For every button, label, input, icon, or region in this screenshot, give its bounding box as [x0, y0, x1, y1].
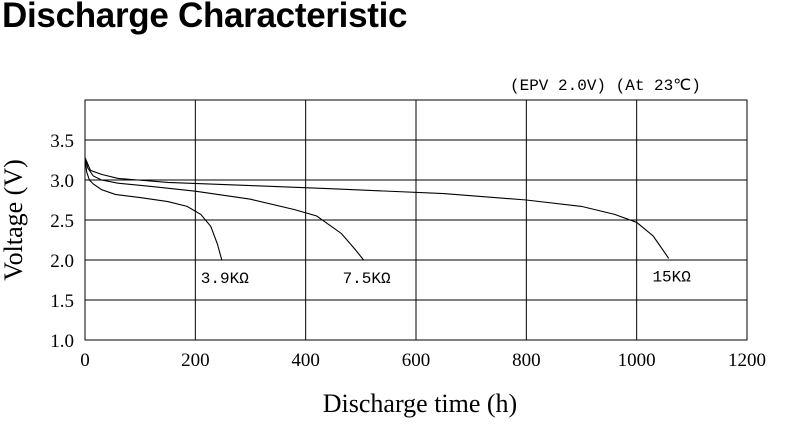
- series-label: 3.9KΩ: [201, 270, 249, 288]
- y-tick-label: 3.5: [50, 131, 74, 152]
- x-tick-label: 200: [181, 350, 210, 371]
- series-line: [84, 157, 670, 259]
- series-layer: 3.9KΩ 7.5KΩ 15KΩ: [84, 157, 691, 288]
- x-tick-label: 1000: [618, 350, 656, 371]
- y-tick-label: 1.0: [50, 331, 74, 352]
- series-line: [84, 157, 365, 261]
- y-tick-label: 2.0: [50, 251, 74, 272]
- y-tick-label: 2.5: [50, 211, 74, 232]
- y-axis-label: Voltage (V): [0, 159, 28, 281]
- y-tick-label: 1.5: [50, 291, 74, 312]
- series-label: 15KΩ: [652, 268, 691, 286]
- conditions-annotation: (EPV 2.0V) (At 23℃): [510, 77, 701, 95]
- series-line: [84, 158, 223, 261]
- tick-labels: 0 200 400 600 800 1000 1200 1.0 1.5 2.0 2.5 3.0 3.5: [50, 131, 766, 371]
- y-tick-label: 3.0: [50, 171, 74, 192]
- x-axis-label: Discharge time (h): [323, 389, 517, 418]
- x-tick-label: 1200: [728, 350, 766, 371]
- plot-frame: [84, 99, 748, 341]
- chart-title: Discharge Characteristic: [2, 0, 408, 35]
- series-label: 7.5KΩ: [343, 270, 391, 288]
- x-tick-label: 600: [402, 350, 431, 371]
- x-tick-label: 0: [80, 350, 90, 371]
- x-tick-label: 400: [291, 350, 320, 371]
- grid: [85, 100, 747, 340]
- x-tick-label: 800: [512, 350, 541, 371]
